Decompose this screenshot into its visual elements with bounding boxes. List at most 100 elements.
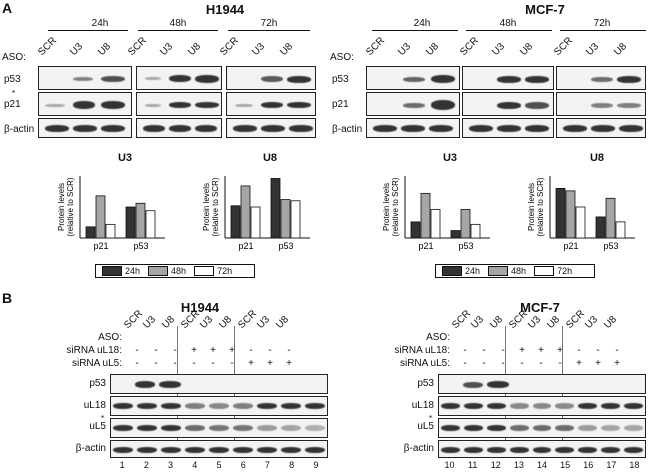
- bar-p21-24h: [410, 221, 421, 239]
- band: [555, 425, 575, 431]
- band: [601, 425, 621, 431]
- timepoint-72h-a1: 72h: [260, 18, 278, 29]
- band: [113, 403, 133, 409]
- x-tick-label: p21: [238, 241, 253, 251]
- lane-label-u3: U3: [584, 41, 602, 58]
- cond-label-sirna-ul5: siRNA uL5:: [399, 358, 450, 369]
- row-label-p21: p21: [332, 99, 349, 110]
- blot-actin-48h: [462, 118, 554, 138]
- lane-label-scr: SCR: [126, 35, 149, 58]
- lane-number: 3: [168, 460, 174, 470]
- y-axis-label-line: Protein levels: [382, 183, 391, 231]
- blot-p21-48h: [136, 92, 222, 116]
- band: [578, 425, 598, 431]
- panel-a-letter: A: [2, 0, 13, 16]
- timepoint-line: [560, 30, 646, 31]
- legend-label: 24h: [125, 265, 141, 276]
- band: [137, 425, 157, 431]
- band: [555, 403, 575, 409]
- band: [624, 447, 643, 453]
- sirna-sign: -: [482, 345, 486, 356]
- timepoint-line: [138, 30, 218, 31]
- lane-label-scr: SCR: [458, 35, 481, 58]
- cond-label-sirna-ul5: siRNA uL5:: [71, 358, 122, 369]
- aso-lane-label: SCR: [450, 308, 473, 331]
- sirna-sign: +: [557, 345, 563, 356]
- legend-item: 24h: [442, 266, 480, 277]
- legend-item: 48h: [148, 266, 186, 277]
- band: [624, 403, 643, 409]
- band: [578, 447, 598, 453]
- y-axis-label-line: (relative to SCR): [391, 177, 400, 236]
- lane-number: 14: [536, 460, 547, 470]
- blot-actin-72h: [226, 118, 316, 138]
- band: [441, 447, 460, 453]
- legend-label: 72h: [557, 265, 573, 276]
- timepoint-line: [466, 30, 552, 31]
- row-label-p53: p53: [4, 74, 21, 85]
- sirna-sign: -: [135, 358, 139, 369]
- bar-p53-72h: [470, 223, 481, 239]
- row-label-beta-actin: β-actin: [332, 124, 363, 135]
- timepoint-48h-a2: 48h: [499, 18, 517, 29]
- sirna-sign: +: [595, 358, 601, 369]
- sirna-sign: -: [596, 345, 600, 356]
- blot-p53-72h: [556, 66, 646, 90]
- legend-swatch: [534, 266, 555, 277]
- lane-label-u3: U3: [68, 41, 86, 58]
- band: [509, 447, 529, 453]
- sirna-sign: -: [482, 358, 486, 369]
- bar-p53-48h: [460, 209, 471, 239]
- bar-p21-24h: [230, 205, 241, 239]
- sirna-sign: -: [501, 358, 505, 369]
- blot-actin-mcf7: [438, 440, 646, 458]
- band: [532, 425, 552, 431]
- row-label-p53: p53: [417, 378, 434, 389]
- lane-number: 9: [313, 460, 319, 470]
- sirna-sign: -: [463, 345, 467, 356]
- band: [281, 403, 301, 409]
- bar-p53-72h: [145, 210, 156, 239]
- bar-p21-48h: [95, 195, 106, 239]
- sirna-sign: -: [287, 345, 291, 356]
- legend-item: 72h: [194, 266, 232, 277]
- lane-number: 11: [467, 460, 478, 470]
- lane-number: 4: [192, 460, 198, 470]
- legend-label: 48h: [171, 265, 187, 276]
- band: [257, 403, 277, 409]
- band: [137, 403, 157, 409]
- bar-p21-24h: [85, 226, 96, 239]
- blot-actin-24h: [38, 118, 132, 138]
- chart-title-h1944-u8: U8: [262, 152, 278, 164]
- blot-p53-24h: [366, 66, 460, 90]
- sirna-sign: -: [230, 358, 234, 369]
- timepoint-line: [228, 30, 310, 31]
- lane-label-u3: U3: [490, 41, 508, 58]
- lane-number: 6: [240, 460, 246, 470]
- lane-label-u8: U8: [612, 41, 630, 58]
- bar-p21-48h: [240, 185, 251, 239]
- panel-a-mcf7-title: MCF-7: [525, 2, 565, 17]
- bar-p53-24h: [125, 206, 136, 239]
- band: [601, 403, 621, 409]
- cond-label-aso: ASO:: [98, 332, 122, 343]
- bar-chart-mcf7-u8: Protein levels(relative to SCR) p21 p53: [527, 176, 635, 251]
- bar-p53-24h: [270, 178, 281, 239]
- sirna-sign: -: [558, 358, 562, 369]
- sirna-sign: -: [249, 345, 253, 356]
- x-tick-label: p21: [563, 241, 578, 251]
- chart-title-mcf7-u3: U3: [442, 152, 458, 164]
- lane-label-u3: U3: [250, 41, 268, 58]
- row-label-ul5: uL5: [417, 421, 434, 432]
- band: [509, 403, 529, 409]
- band: [601, 447, 621, 453]
- blot-p53-72h: [226, 66, 316, 90]
- sirna-sign: +: [519, 345, 525, 356]
- row-label-beta-actin: β-actin: [75, 443, 106, 454]
- band: [486, 425, 506, 431]
- band: [463, 425, 483, 431]
- x-tick-label: p53: [458, 241, 473, 251]
- sirna-sign: +: [614, 358, 620, 369]
- aso-lane-label: U8: [217, 314, 235, 331]
- panel-b-letter: B: [2, 290, 13, 306]
